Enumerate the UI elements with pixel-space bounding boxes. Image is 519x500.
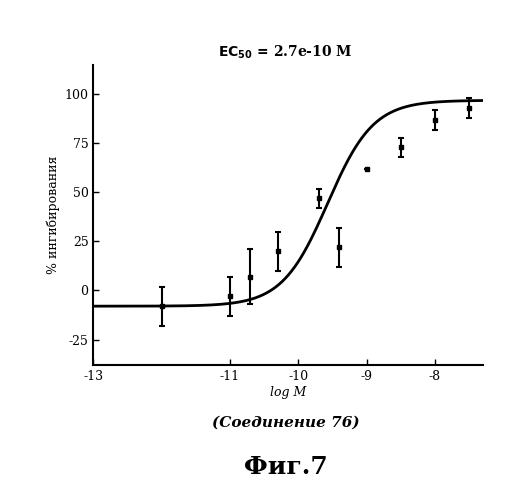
Y-axis label: % ингибирования: % ингибирования — [47, 156, 60, 274]
X-axis label: log M: log M — [270, 386, 306, 398]
Text: $\mathbf{EC_{50}}$ = 2.7e-10 M: $\mathbf{EC_{50}}$ = 2.7e-10 M — [218, 44, 353, 61]
Text: (Соединение 76): (Соединение 76) — [212, 416, 359, 430]
Text: Фиг.7: Фиг.7 — [243, 456, 327, 479]
